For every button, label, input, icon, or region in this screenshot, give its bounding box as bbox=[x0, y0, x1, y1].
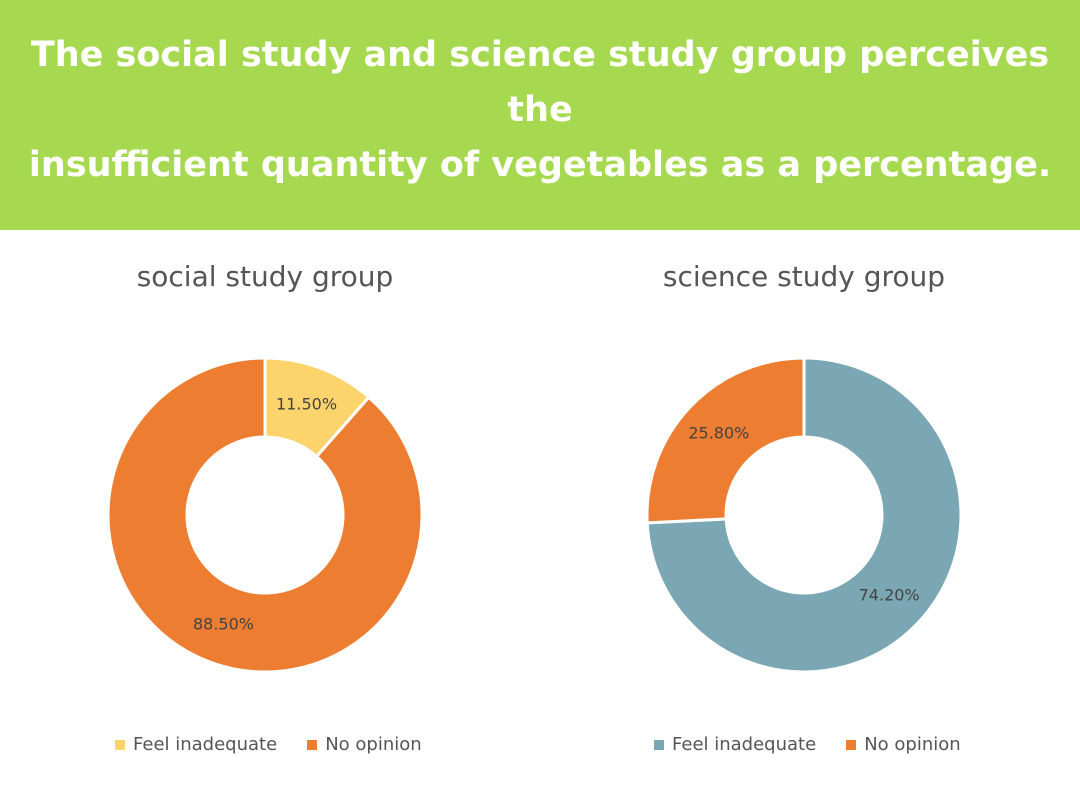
legend-swatch-no-opinion bbox=[307, 739, 318, 750]
legend-social: Feel inadequate No opinion bbox=[115, 734, 452, 755]
page-title: The social study and science study group… bbox=[20, 28, 1060, 193]
legend-item-feel-inadequate: Feel inadequate bbox=[115, 734, 277, 755]
legend-label-feel-inadequate: Feel inadequate bbox=[133, 734, 278, 755]
donut-slice-feel-inadequate bbox=[645, 356, 963, 674]
legend-swatch-feel-inadequate bbox=[115, 739, 125, 750]
chart-title-social: social study group bbox=[136, 260, 394, 293]
legend-swatch-no-opinion bbox=[846, 739, 857, 750]
legend-label-no-opinion: No opinion bbox=[864, 734, 961, 755]
header-banner: The social study and science study group… bbox=[0, 0, 1080, 230]
data-label-feel-inadequate: 11.50% bbox=[276, 395, 337, 414]
data-label-feel-inadequate: 74.20% bbox=[859, 585, 920, 604]
legend-swatch-feel-inadequate bbox=[654, 739, 664, 750]
donut-chart-social: 11.50% 88.50% bbox=[106, 356, 424, 674]
legend-item-no-opinion: No opinion bbox=[846, 734, 961, 755]
legend-item-no-opinion: No opinion bbox=[307, 734, 422, 755]
data-label-no-opinion: 25.80% bbox=[688, 424, 749, 443]
legend-label-feel-inadequate: Feel inadequate bbox=[672, 734, 817, 755]
page-title-line-2: insufficient quantity of vegetables as a… bbox=[28, 144, 1052, 185]
page-title-line-1: The social study and science study group… bbox=[30, 34, 1050, 130]
chart-title-science: science study group bbox=[662, 260, 946, 293]
legend-label-no-opinion: No opinion bbox=[325, 734, 422, 755]
donut-slice-no-opinion bbox=[106, 356, 424, 674]
data-label-no-opinion: 88.50% bbox=[193, 614, 254, 633]
donut-chart-science: 74.20% 25.80% bbox=[645, 356, 963, 674]
donut-slice-no-opinion bbox=[645, 356, 806, 525]
legend-item-feel-inadequate: Feel inadequate bbox=[654, 734, 816, 755]
legend-science: Feel inadequate No opinion bbox=[654, 734, 991, 755]
